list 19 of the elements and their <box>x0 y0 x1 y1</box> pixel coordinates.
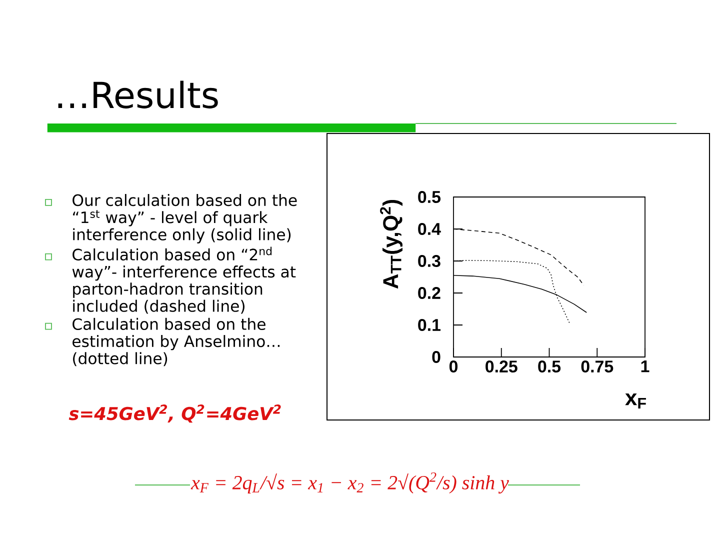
text: …Results <box>58 80 218 108</box>
text: x$_{F}$ = 2q$_{L}$/√s = x$_{1}$ − x$_{2}$ = 2√(Q$^{2}$/s) sinh y <box>190 472 509 494</box>
x-tick-label: 1 <box>641 360 650 372</box>
text: Calculation based on the estimation by Anselmino… (dotted line) <box>72 318 280 366</box>
x-tick-label: 0.75 <box>581 360 614 373</box>
y-tick-label: 0.4 <box>418 223 441 235</box>
x-axis-title: x$_{F}$ <box>625 393 646 409</box>
y-axis-title: A$_{TT}$(y,Q$^{2}$) <box>380 200 402 289</box>
y-tick-label: 0 <box>432 351 440 363</box>
y-tick-label: 0.1 <box>418 319 441 331</box>
y-tick-label: 0.5 <box>418 191 441 203</box>
x-tick-label: 0 <box>449 360 458 373</box>
x-tick-label: 0.5 <box>538 360 561 373</box>
text: s=45GeV$^{2}$, Q$^{2}$=4GeV$^{2}$ <box>68 404 281 423</box>
x-tick-label: 0.25 <box>486 360 518 373</box>
text: Calculation based on “2$^{nd}$ way”- interference effects at parton-hadron transition included (dashed line) <box>72 246 296 314</box>
text: Our calculation based on the “1$^{st}$ way” - level of quark interference only (solid line) <box>72 194 297 244</box>
y-tick-label: 0.2 <box>418 287 440 299</box>
y-tick-label: 0.3 <box>418 254 440 268</box>
